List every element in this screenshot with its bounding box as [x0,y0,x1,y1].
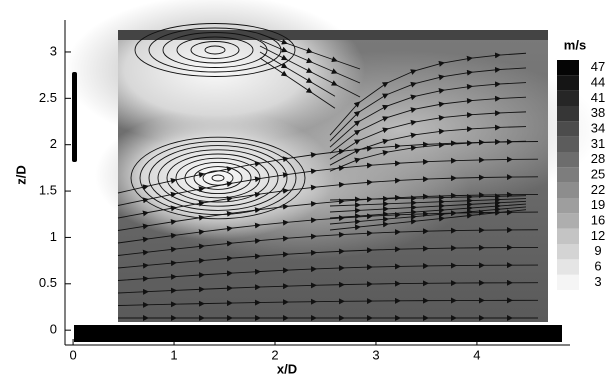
colorbar-swatch [557,182,579,198]
y-tick-label: 0.5 [39,275,57,290]
vortex-streamline [202,170,234,186]
vortex-streamline [190,41,240,59]
vortex-streamline [193,166,243,190]
vortex-streamline [211,174,225,182]
colorbar-label: 22 [591,182,605,197]
x-axis-label: x/D [277,361,297,376]
colorbar-label: 44 [591,74,605,89]
streamline [259,57,336,109]
streamlines [117,23,539,321]
colorbar-label: 9 [594,243,601,258]
y-tick-label: 2.5 [39,90,57,105]
vortex-streamline [157,149,279,207]
y-tick-label: 1 [50,229,57,244]
vortex-streamline [175,157,261,199]
y-tick-label: 3 [50,43,57,58]
streamline [329,209,527,231]
colorbar-label: 6 [594,258,601,273]
colorbar-swatch [557,152,579,168]
colorbar-label: 12 [591,228,605,243]
colorbar-label: 28 [591,151,605,166]
colorbar-label: 31 [591,136,605,151]
y-tick-label: 2 [50,136,57,151]
ground-plate [74,325,562,342]
x-tick-label: 0 [69,347,76,362]
colorbar-swatch [557,228,579,244]
colorbar-label: 34 [591,120,605,135]
vortex-streamline [162,32,268,68]
streamline [117,279,539,295]
colorbar-label: 47 [591,59,605,74]
colorbar-swatch [557,274,579,290]
streamline [117,297,539,308]
vortex-streamline [148,145,288,211]
colorbar-label: 3 [594,274,601,289]
colorbar-title: m/s [564,37,586,52]
y-tick-label: 1.5 [39,183,57,198]
colorbar-swatch [557,167,579,183]
vortex-streamline [130,136,306,220]
colorbar-label: 38 [591,105,605,120]
vortex-streamline [134,23,296,77]
body-edge [72,72,77,162]
streamline [329,52,527,136]
x-tick-label: 2 [271,347,278,362]
colorbar-label: 19 [591,197,605,212]
y-axis-label: z/D [13,165,28,185]
vortex-streamline [148,27,282,73]
colorbar-swatch [557,90,579,106]
x-tick-label: 1 [170,347,177,362]
colorbar-swatch [557,244,579,260]
colorbar-swatch [557,213,579,229]
colorbar-swatch [557,75,579,91]
vortex-streamline [139,140,297,216]
x-tick-label: 3 [372,347,379,362]
vortex-streamline [166,153,270,203]
colorbar-swatch [557,198,579,214]
vortex-streamline [184,161,252,195]
colorbar-label: 25 [591,166,605,181]
x-tick-label: 4 [473,347,480,362]
vortex-streamline [176,36,254,64]
contour-field [65,0,600,322]
colorbar-label: 16 [591,212,605,227]
colorbar-swatch [557,259,579,275]
y-tick-label: 0 [50,322,57,337]
colorbar-swatch [557,106,579,122]
colorbar-label: 41 [591,90,605,105]
vortex-streamline [204,45,226,55]
colorbar-swatch [557,136,579,152]
colorbar-swatch [557,121,579,137]
colorbar-swatch [557,60,579,76]
